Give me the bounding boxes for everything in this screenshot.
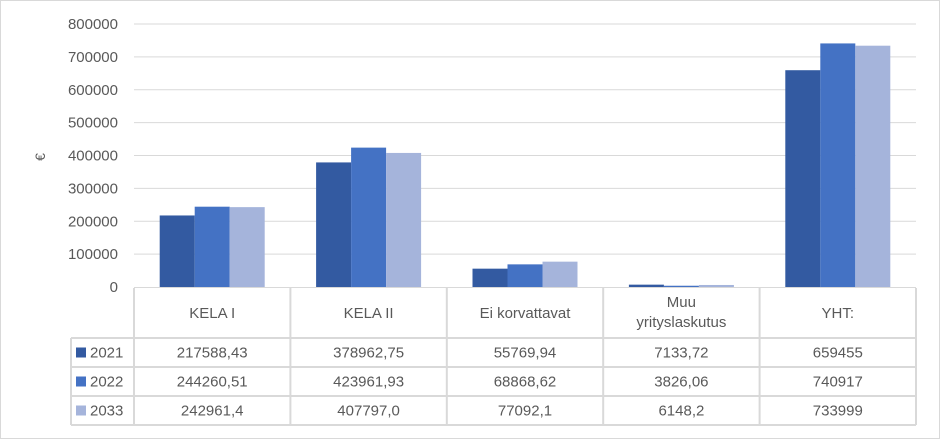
data-label: 244260,51 xyxy=(177,374,248,391)
legend-label: 2021 xyxy=(90,345,123,362)
bar-2033-1 xyxy=(386,152,422,287)
y-tick-label: 0 xyxy=(110,279,118,296)
legend-key-2021 xyxy=(76,347,86,358)
y-tick-label: 200000 xyxy=(68,213,118,230)
data-label: 6148,2 xyxy=(658,403,704,420)
legend-label: 2033 xyxy=(90,403,123,420)
category-label: yrityslaskutus xyxy=(636,314,726,331)
data-label: 378962,75 xyxy=(333,345,404,362)
category-label: KELA I xyxy=(189,305,235,322)
y-tick-label: 600000 xyxy=(68,82,118,99)
data-label: 242961,4 xyxy=(181,403,244,420)
bar-2021-0 xyxy=(159,215,195,287)
bar-2021-2 xyxy=(472,268,508,287)
data-label: 7133,72 xyxy=(654,345,708,362)
bar-2033-0 xyxy=(229,207,265,287)
data-label: 217588,43 xyxy=(177,345,248,362)
bar-2022-2 xyxy=(507,264,543,287)
y-axis-label: € xyxy=(32,153,48,161)
data-label: 68868,62 xyxy=(494,374,557,391)
bar-2021-4 xyxy=(785,70,821,288)
category-label: Ei korvattavat xyxy=(480,305,572,322)
category-label: Muu xyxy=(667,294,696,311)
y-tick-label: 300000 xyxy=(68,180,118,197)
bar-2022-4 xyxy=(820,43,856,287)
bar-2033-2 xyxy=(542,261,578,287)
legend-key-2022 xyxy=(76,376,86,387)
legend-key-2033 xyxy=(76,405,86,416)
bar-2033-4 xyxy=(855,45,891,287)
y-tick-label: 100000 xyxy=(68,246,118,263)
bar-2022-0 xyxy=(194,206,230,287)
bar-2033-3 xyxy=(698,284,734,287)
y-tick-label: 400000 xyxy=(68,148,118,165)
data-label: 659455 xyxy=(813,345,863,362)
category-label: YHT: xyxy=(822,305,855,322)
data-label: 740917 xyxy=(813,374,863,391)
data-label: 3826,06 xyxy=(654,374,708,391)
bar-2021-1 xyxy=(316,162,352,287)
data-label: 423961,93 xyxy=(333,374,404,391)
bar-2022-3 xyxy=(663,285,699,287)
category-label: KELA II xyxy=(344,305,394,322)
legend-label: 2022 xyxy=(90,374,123,391)
data-label: 77092,1 xyxy=(498,403,552,420)
bar-2021-3 xyxy=(628,284,664,287)
y-tick-label: 500000 xyxy=(68,115,118,132)
data-label: 407797,0 xyxy=(337,403,400,420)
y-tick-label: 800000 xyxy=(68,16,118,33)
data-label: 55769,94 xyxy=(494,345,557,362)
y-tick-label: 700000 xyxy=(68,49,118,66)
data-label: 733999 xyxy=(813,403,863,420)
bar-2022-1 xyxy=(351,147,387,287)
